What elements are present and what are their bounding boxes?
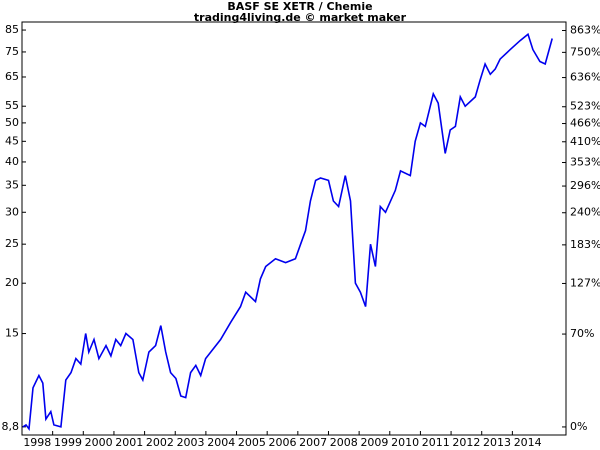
y-tick-label: 30 (5, 205, 19, 218)
y2-tick-label: 636% (570, 71, 600, 84)
y2-tick-label: 466% (570, 117, 600, 130)
x-tick-label: 2011 (422, 436, 450, 449)
y2-tick-label: 750% (570, 45, 600, 58)
plot-frame (21, 21, 567, 436)
chart-title: BASF SE XETR / Chemie (227, 0, 372, 13)
y-tick-label: 25 (5, 237, 19, 250)
x-tick-label: 2004 (207, 436, 235, 449)
x-tick-label: 2009 (360, 436, 388, 449)
y2-tick-label: 523% (570, 100, 600, 113)
x-tick-label: 1998 (23, 436, 51, 449)
x-tick-label: 2001 (115, 436, 143, 449)
y-tick-label: 35 (5, 178, 19, 191)
chart-subtitle: trading4living.de © market maker (194, 11, 407, 24)
x-tick-label: 2010 (391, 436, 419, 449)
x-tick-label: 2007 (299, 436, 327, 449)
y2-tick-label: 183% (570, 238, 600, 251)
y2-tick-label: 240% (570, 206, 600, 219)
y-tick-label: 55 (5, 99, 19, 112)
y-tick-label: 65 (5, 70, 19, 83)
x-tick-label: 2003 (177, 436, 205, 449)
x-tick-label: 2013 (483, 436, 511, 449)
x-tick-label: 2012 (452, 436, 480, 449)
y-tick-label: 20 (5, 276, 19, 289)
x-tick-label: 2000 (85, 436, 113, 449)
y-tick-label: 45 (5, 134, 19, 147)
y2-tick-label: 0% (570, 420, 587, 433)
y-tick-label: 75 (5, 45, 19, 58)
y-tick-label: 50 (5, 116, 19, 129)
x-tick-label: 2008 (330, 436, 358, 449)
y2-tick-label: 353% (570, 156, 600, 169)
y-tick-label: 15 (5, 327, 19, 340)
y-tick-label: 40 (5, 155, 19, 168)
y2-tick-label: 296% (570, 179, 600, 192)
x-tick-label: 2014 (514, 436, 542, 449)
x-tick-label: 2005 (238, 436, 266, 449)
x-tick-label: 2006 (269, 436, 297, 449)
x-tick-label: 2002 (146, 436, 174, 449)
y2-tick-label: 410% (570, 135, 600, 148)
y-tick-label: 85 (5, 23, 19, 36)
y-tick-label: 8,8 (2, 420, 20, 433)
y2-tick-label: 127% (570, 276, 600, 289)
y2-tick-label: 70% (570, 327, 594, 340)
y2-tick-label: 863% (570, 24, 600, 37)
price-line (22, 32, 553, 432)
x-tick-label: 1999 (54, 436, 82, 449)
